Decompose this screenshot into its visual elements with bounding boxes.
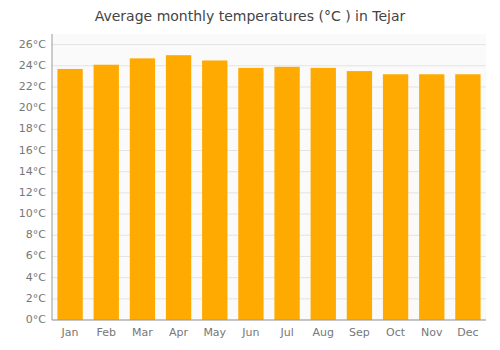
- x-tick-label: Apr: [169, 326, 189, 339]
- y-tick-label: 10°C: [19, 207, 46, 220]
- x-tick-label: Jun: [241, 326, 259, 339]
- x-axis: Jan Feb Mar Apr May Jun Jul Aug Sep Oct Nov Dec: [52, 320, 486, 339]
- y-tick-label: 24°C: [19, 59, 46, 72]
- x-tick-label: May: [203, 326, 226, 339]
- chart: 0°C 2°C 4°C 6°C 8°C 10°C 12°C 14°C 16°C 18°C 20°C 2…: [0, 0, 500, 350]
- y-axis: 0°C 2°C 4°C 6°C 8°C 10°C 12°C 14°C 16°C 18°C 20°C 2…: [19, 34, 52, 326]
- grid-line: [52, 320, 486, 321]
- y-tick-label: 6°C: [26, 249, 46, 262]
- y-tick-label: 0°C: [26, 313, 46, 326]
- x-tick-label: Jul: [279, 326, 293, 339]
- y-tick-label: 14°C: [19, 165, 46, 178]
- y-tick-label: 12°C: [19, 186, 46, 199]
- bar: [419, 74, 444, 320]
- y-tick-label: 20°C: [19, 101, 46, 114]
- x-tick-label: Aug: [313, 326, 334, 339]
- bar: [202, 60, 227, 320]
- y-axis-line: [52, 34, 53, 320]
- grid-line: [52, 44, 486, 45]
- bar: [383, 74, 408, 320]
- y-tick-label: 26°C: [19, 38, 46, 51]
- bar: [274, 67, 299, 320]
- bar: [94, 65, 119, 320]
- y-tick-label: 22°C: [19, 80, 46, 93]
- x-tick-label: Jan: [61, 326, 79, 339]
- x-tick-label: Oct: [386, 326, 406, 339]
- bar: [311, 68, 336, 320]
- y-tick-label: 2°C: [26, 292, 46, 305]
- x-tick-label: Mar: [132, 326, 153, 339]
- bar: [57, 69, 82, 320]
- title: Average monthly temperatures (°C ) in Te…: [95, 8, 406, 24]
- bars: [57, 55, 480, 320]
- page: {"chart_data": {"type": "bar", "title": …: [0, 0, 500, 350]
- bar: [166, 55, 191, 320]
- x-tick-label: Dec: [457, 326, 478, 339]
- y-tick-label: 18°C: [19, 122, 46, 135]
- grid: [52, 45, 486, 320]
- bar: [238, 68, 263, 320]
- y-tick-label: 4°C: [26, 271, 46, 284]
- x-tick-label: Feb: [97, 326, 116, 339]
- bar: [455, 74, 480, 320]
- x-axis-line: [52, 320, 486, 321]
- y-tick-label: 16°C: [19, 144, 46, 157]
- x-tick-label: Nov: [421, 326, 443, 339]
- plot-area: [52, 34, 486, 320]
- bar: [130, 58, 155, 320]
- y-tick-label: 8°C: [26, 228, 46, 241]
- x-tick-label: Sep: [349, 326, 370, 339]
- bar: [347, 71, 372, 320]
